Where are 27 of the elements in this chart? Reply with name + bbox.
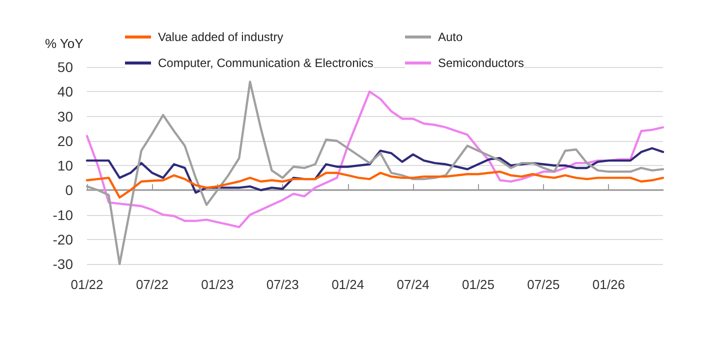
legend-label: Computer, Communication & Electronics <box>158 56 374 70</box>
y-tick-label: 30 <box>57 108 74 124</box>
x-tick-label: 07/25 <box>527 277 560 292</box>
y-tick-label: 10 <box>57 158 74 174</box>
y-tick-label: 20 <box>57 132 74 149</box>
y-tick-label: 0 <box>65 182 74 198</box>
x-tick-label: 01/25 <box>462 277 495 292</box>
y-tick-label: -30 <box>52 256 74 272</box>
line-series <box>86 80 664 266</box>
legend-label: Auto <box>438 30 464 44</box>
x-tick-label: 01/24 <box>332 277 364 292</box>
line-series <box>86 170 664 199</box>
line-series <box>86 90 664 228</box>
y-tick-label: 40 <box>57 84 74 100</box>
y-axis-title: % YoY <box>45 36 84 51</box>
x-tick-label: 07/23 <box>266 277 299 292</box>
y-tick-label: -10 <box>52 206 74 223</box>
legend-label: Value added of industry <box>158 30 284 44</box>
x-tick-label: 01/26 <box>592 277 625 292</box>
x-tick-label: 07/24 <box>396 277 430 292</box>
legend-label: Semiconductors <box>438 56 524 70</box>
x-tick-label: 01/23 <box>201 277 234 292</box>
line-series <box>86 147 664 194</box>
x-tick-label: 07/22 <box>136 277 168 292</box>
y-tick-label: -20 <box>52 231 74 248</box>
y-tick-label: 50 <box>57 59 74 75</box>
x-tick-label: 01/22 <box>70 277 104 292</box>
